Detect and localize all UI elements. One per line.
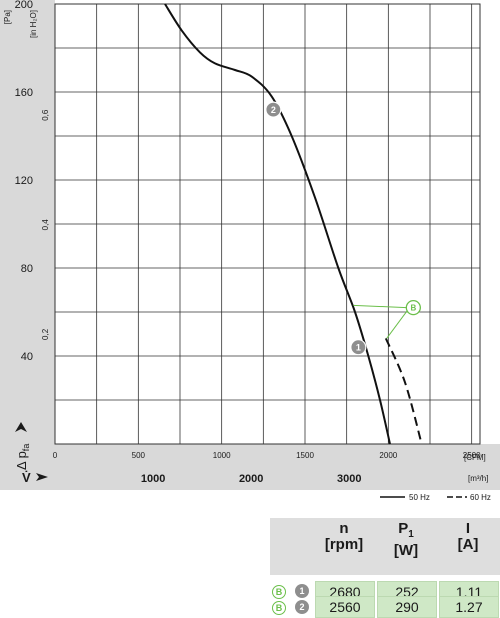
x-axis-title: V̇ — [22, 470, 31, 485]
x-unit-label: [CFM] — [464, 453, 486, 462]
y-axis-arrow-icon — [15, 422, 27, 432]
operating-point-markers: 1 2 B — [265, 101, 421, 356]
x2-tick-label: 2000 — [239, 473, 263, 485]
svg-text:Δ pfa: Δ pfa — [14, 444, 31, 470]
col-header-n-name: n — [339, 520, 349, 537]
y-unit-label: [Pa] — [3, 10, 12, 24]
y-tick-label: 40 — [21, 351, 33, 363]
legend-60hz-label: 60 Hz — [470, 493, 491, 502]
series-lines — [164, 3, 423, 445]
x-tick-label: 0 — [53, 451, 58, 460]
y2-tick-label: 0,2 — [41, 328, 50, 340]
y2-tick-label: 0,6 — [41, 109, 50, 121]
col-header-p1: P1 [W] — [376, 521, 436, 559]
cell-p1: 290 — [377, 596, 437, 618]
x-tick-label: 2500 — [463, 451, 481, 460]
x-tick-label: 500 — [132, 451, 146, 460]
marker-b-label: B — [410, 304, 416, 313]
marker-1-label: 1 — [356, 343, 361, 353]
col-header-p1-sub: 1 — [408, 529, 414, 540]
y-axis-title-main: Δ p — [14, 451, 29, 470]
legend-50hz-label: 50 Hz — [409, 493, 430, 502]
x2-tick-label: 3000 — [337, 473, 361, 485]
cell-n: 2560 — [315, 596, 375, 618]
y2-tick-label: 0,4 — [41, 219, 50, 231]
x-axis-band — [0, 444, 500, 490]
marker-2-circle — [265, 101, 282, 118]
y-axis-title-sub: fa — [21, 444, 31, 452]
x-tick-label: 2000 — [379, 451, 397, 460]
series-line-50-hz — [164, 3, 391, 445]
y-axis-title: Δ pfa — [14, 444, 31, 470]
col-header-p1-unit: [W] — [393, 542, 419, 559]
x2-tick-label: 1000 — [141, 473, 165, 485]
tick-labels: 40 80 120 160 200 0,2 0,4 0,6 0 500 1000 1500 2000 25… — [15, 0, 481, 485]
point-2-icon: 2 — [295, 600, 309, 614]
mode-b-icon: B — [272, 585, 286, 599]
cell-i: 1.27 — [439, 596, 499, 618]
y-tick-label: 200 — [15, 0, 33, 11]
leader-line — [353, 304, 407, 309]
marker-b-circle — [405, 299, 421, 316]
marker-2-label: 2 — [271, 105, 276, 115]
y-tick-label: 80 — [21, 263, 33, 275]
y2-unit-label: [in H₂O] — [29, 10, 38, 38]
x-tick-label: 1500 — [296, 451, 314, 460]
col-header-p1-name: P — [398, 520, 409, 537]
point-1-icon: 1 — [295, 584, 309, 598]
x-tick-label: 1000 — [213, 451, 231, 460]
plot-border — [54, 3, 481, 445]
x-axis-arrow-icon — [36, 473, 48, 481]
marker-1-circle — [350, 339, 367, 356]
y-axis-band — [0, 0, 55, 490]
col-header-n-unit: [rpm] — [324, 536, 364, 553]
col-header-i: I [A] — [438, 521, 498, 553]
series-line-60-hz — [384, 338, 423, 445]
y-tick-label: 160 — [15, 87, 33, 99]
y-tick-label: 120 — [15, 175, 33, 187]
x2-unit-label: [m³/h] — [468, 474, 488, 483]
table-header-band — [270, 518, 500, 575]
col-header-n: n [rpm] — [314, 521, 374, 553]
col-header-i-unit: [A] — [457, 536, 479, 553]
mode-b-icon: B — [272, 601, 286, 615]
col-header-i-name: I — [465, 520, 471, 537]
leader-line — [386, 310, 408, 339]
grid — [54, 3, 481, 445]
